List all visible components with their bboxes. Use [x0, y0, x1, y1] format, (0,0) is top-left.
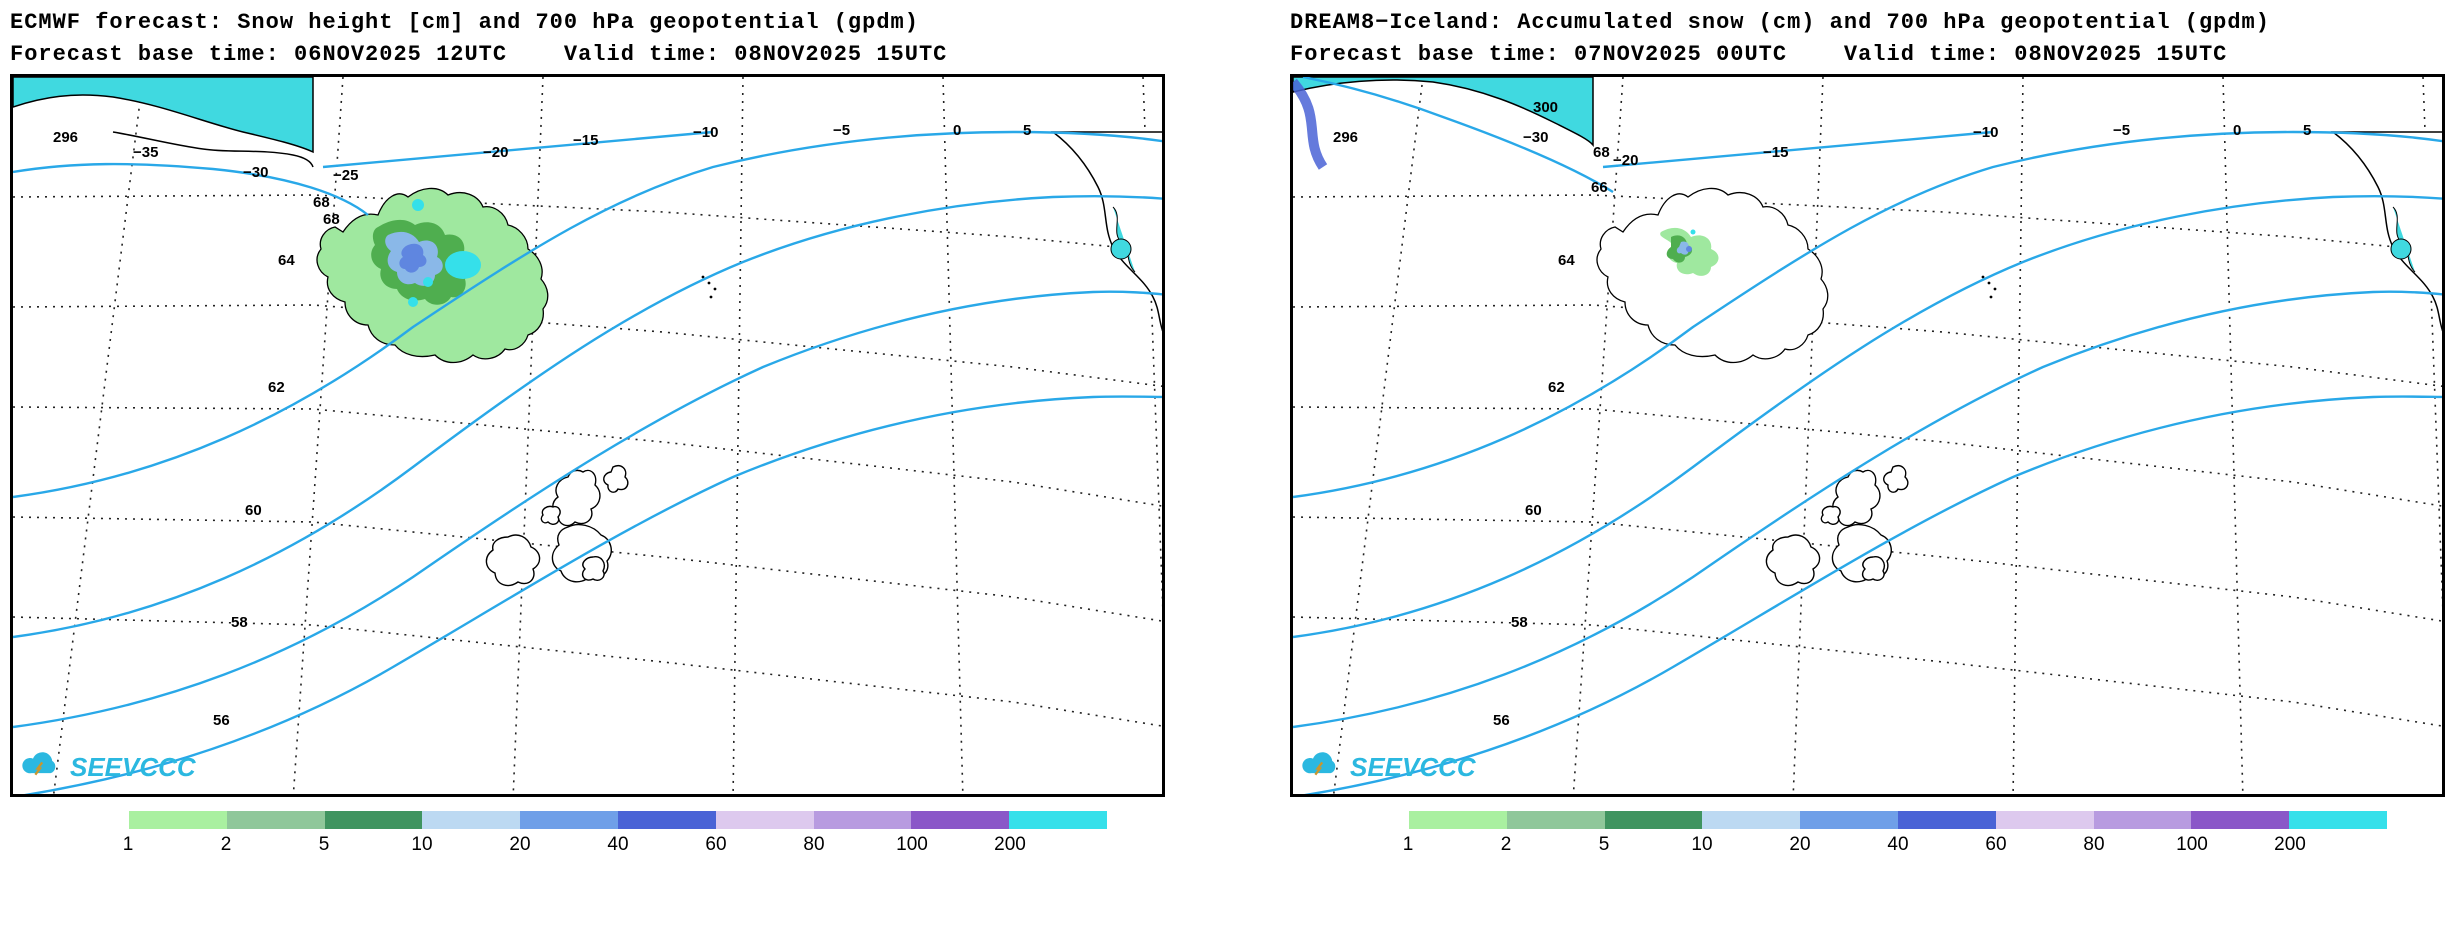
grid-line [13, 305, 1165, 387]
contour-label-m30: −30 [243, 164, 268, 181]
contour-label-m10: −10 [693, 124, 718, 141]
dream8-panel: DREAM8−Iceland: Accumulated snow (cm) an… [1290, 10, 2445, 915]
geopotential-fill-edge [1293, 82, 1323, 167]
contour-label-64: 64 [278, 252, 295, 269]
colorbar-gradient [1408, 810, 2388, 830]
iceland-landmass [1597, 188, 1828, 362]
contour-label-m5: −5 [2113, 122, 2130, 139]
contour-label-5: 5 [2303, 122, 2311, 139]
grid-line [2013, 77, 2023, 797]
contour-label-m35: −35 [133, 144, 158, 161]
contour-label-0: 0 [2233, 122, 2241, 139]
contour-label-68b: 68 [323, 211, 340, 228]
iceland-landmass [317, 188, 548, 362]
contour-label-64: 64 [1558, 252, 1575, 269]
contour-label-300: 300 [1533, 99, 1558, 116]
contour-label-m25: −25 [333, 167, 358, 184]
dream8-map[interactable]: 64 62 60 58 56 66 68 296 300 −30 −20 −15… [1290, 74, 2445, 797]
grid-line [13, 195, 1165, 252]
ecmwf-colorbar[interactable]: 1 2 5 10 20 40 60 80 100 200 [128, 810, 1108, 860]
dream8-title: DREAM8−Iceland: Accumulated snow (cm) an… [1290, 10, 2445, 68]
contour-label-62: 62 [268, 379, 285, 396]
grid-line [53, 77, 143, 797]
norway-coast [1053, 132, 1165, 342]
ecmwf-title: ECMWF forecast: Snow height [cm] and 700… [10, 10, 1165, 68]
contour-label-m15: −15 [573, 132, 598, 149]
grid-line [1793, 77, 1823, 797]
contour-label-m30: −30 [1523, 129, 1548, 146]
contour-label-m20: −20 [1613, 152, 1638, 169]
contour-label-5: 5 [1023, 122, 1031, 139]
ecmwf-map[interactable]: 64 62 60 58 56 68 68 296 −35 −30 −25 −20… [10, 74, 1165, 797]
grid-line [943, 77, 963, 797]
contour-label-68: 68 [313, 194, 330, 211]
uk-ireland-coast [486, 466, 627, 586]
contour-label-m10b: −15 [1763, 144, 1788, 161]
geopotential-contours [13, 132, 1165, 797]
logo-seevcccc: SEEVCCC [1300, 750, 1476, 784]
grid-line [1333, 77, 1423, 797]
contour-label-m20: −20 [483, 144, 508, 161]
logo-text: SEEVCCC [70, 752, 196, 783]
contour-label-58: 58 [1511, 614, 1528, 631]
contour-label-296: 296 [53, 129, 78, 146]
contour-label-296: 296 [1333, 129, 1358, 146]
grid-line [13, 617, 1165, 727]
grid-line [513, 77, 543, 797]
contour-label-56: 56 [213, 712, 230, 729]
contour-label-66: 66 [1591, 179, 1608, 196]
grid-line [2223, 77, 2243, 797]
ecmwf-panel: ECMWF forecast: Snow height [cm] and 700… [10, 10, 1165, 915]
colorbar-ticks: 1 2 5 10 20 40 60 80 100 200 [1408, 834, 2388, 860]
grid-line [1293, 617, 2445, 727]
contour-label-60: 60 [245, 502, 262, 519]
norway-coast [2333, 132, 2445, 342]
colorbar-gradient [128, 810, 1108, 830]
colorbar-ticks: 1 2 5 10 20 40 60 80 100 200 [128, 834, 1108, 860]
grid-line [1293, 305, 2445, 387]
geopotential-contours [1293, 77, 2445, 797]
contour-label-60: 60 [1525, 502, 1542, 519]
contour-label-68: 68 [1593, 144, 1610, 161]
logo-text: SEEVCCC [1350, 752, 1476, 783]
contour-label-58: 58 [231, 614, 248, 631]
contour-label-m5: −5 [833, 122, 850, 139]
contour-label-56: 56 [1493, 712, 1510, 729]
coastline-detail [2391, 239, 2411, 259]
uk-ireland-coast [1766, 466, 1907, 586]
contour-label-0: 0 [953, 122, 961, 139]
grid-line [733, 77, 743, 797]
logo-seevcccc: SEEVCCC [20, 750, 196, 784]
contour-label-m10: −10 [1973, 124, 1998, 141]
dream8-colorbar[interactable]: 1 2 5 10 20 40 60 80 100 200 [1408, 810, 2388, 860]
grid-line [1293, 195, 2445, 252]
contour-label-62: 62 [1548, 379, 1565, 396]
coastline-detail [1111, 239, 1131, 259]
